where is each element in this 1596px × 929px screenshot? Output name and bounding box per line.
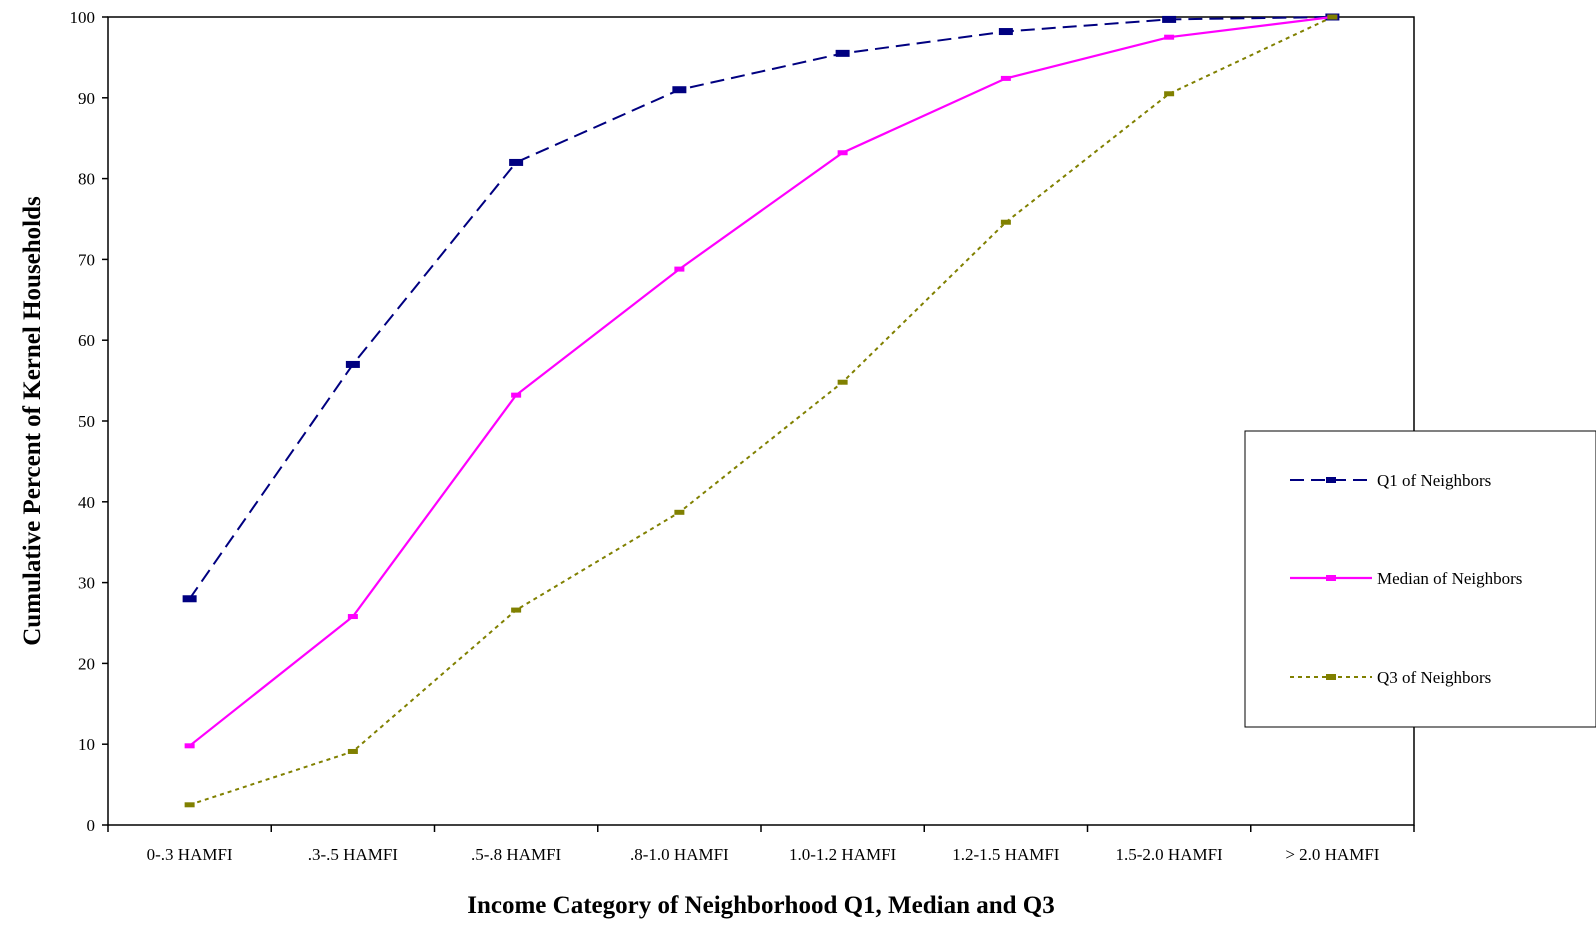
legend-marker — [1326, 575, 1336, 581]
data-point — [1164, 91, 1175, 97]
data-point — [184, 743, 195, 749]
data-point — [1327, 14, 1338, 20]
y-tick-label: 100 — [70, 8, 96, 27]
plot-area — [107, 16, 1415, 826]
x-tick-label: .5-.8 HAMFI — [471, 845, 562, 864]
x-tick-label: 1.0-1.2 HAMFI — [789, 845, 897, 864]
data-point — [347, 748, 358, 754]
legend: Q1 of Neighbors Median of Neighbors Q3 of … — [1244, 430, 1596, 728]
data-point — [345, 360, 360, 368]
data-point — [511, 392, 522, 398]
data-point — [674, 266, 685, 272]
y-tick-label: 10 — [78, 735, 95, 754]
y-tick-label: 40 — [78, 493, 95, 512]
x-tick-label: 1.2-1.5 HAMFI — [952, 845, 1060, 864]
legend-label: Median of Neighbors — [1377, 569, 1522, 588]
data-point — [509, 158, 524, 166]
y-tick-label: 60 — [78, 331, 95, 350]
series-layer — [182, 13, 1340, 808]
x-axis: 0-.3 HAMFI .3-.5 HAMFI .5-.8 HAMFI .8-1.0 H… — [107, 825, 1415, 864]
y-tick-label: 90 — [78, 89, 95, 108]
legend-label: Q3 of Neighbors — [1377, 668, 1491, 687]
data-point — [184, 802, 195, 808]
y-tick-label: 50 — [78, 412, 95, 431]
data-point — [511, 607, 522, 613]
data-point — [998, 28, 1013, 36]
y-tick-label: 30 — [78, 574, 95, 593]
data-point — [1000, 219, 1011, 225]
legend-marker — [1326, 674, 1336, 680]
x-tick-label: .8-1.0 HAMFI — [630, 845, 729, 864]
legend-item: Q1 of Neighbors — [1290, 471, 1491, 490]
x-tick-label: > 2.0 HAMFI — [1285, 845, 1379, 864]
x-axis-title: Income Category of Neighborhood Q1, Medi… — [467, 892, 1055, 919]
data-point — [837, 379, 848, 385]
series-line — [189, 16, 1333, 806]
legend-label: Q1 of Neighbors — [1377, 471, 1491, 490]
data-point — [835, 49, 850, 57]
y-tick-label: 0 — [87, 816, 96, 835]
legend-item: Median of Neighbors — [1290, 569, 1522, 588]
series-q3-of-neighbors — [184, 14, 1338, 808]
data-point — [347, 614, 358, 620]
y-tick-label: 20 — [78, 654, 95, 673]
data-point — [1164, 34, 1175, 40]
series-line — [188, 15, 1333, 747]
y-axis-title: Cumulative Percent of Kernel Households — [19, 196, 46, 646]
data-point — [1162, 15, 1177, 23]
data-point — [672, 86, 687, 94]
x-tick-label: .3-.5 HAMFI — [308, 845, 399, 864]
legend-marker — [1326, 477, 1336, 483]
y-tick-label: 80 — [78, 170, 95, 189]
data-point — [182, 595, 197, 603]
y-axis: 0 10 20 30 40 50 60 70 80 90 100 — [70, 8, 108, 835]
x-tick-label: 1.5-2.0 HAMFI — [1116, 845, 1224, 864]
y-tick-label: 70 — [78, 250, 95, 269]
x-tick-label: 0-.3 HAMFI — [147, 845, 233, 864]
legend-item: Q3 of Neighbors — [1290, 668, 1491, 687]
data-point — [1000, 75, 1011, 81]
data-point — [837, 150, 848, 156]
data-point — [674, 509, 685, 515]
series-line — [188, 16, 1333, 600]
